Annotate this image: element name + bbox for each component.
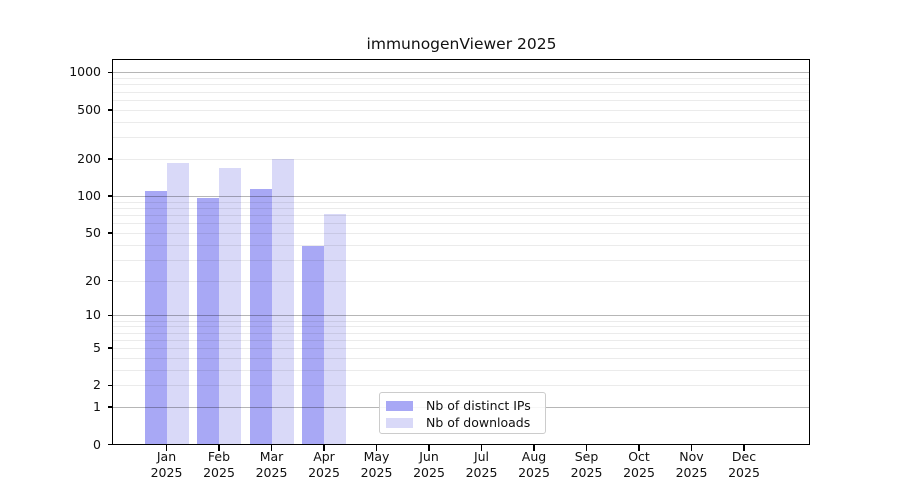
gridline-minor	[113, 332, 809, 334]
gridline-minor	[113, 259, 809, 261]
y-tick-label: 500	[77, 101, 101, 117]
x-tick-label: Oct 2025	[623, 449, 655, 480]
gridline-minor	[113, 223, 809, 225]
x-tick-label: May 2025	[360, 449, 393, 480]
legend-item-downloads: Nb of downloads	[386, 414, 538, 431]
y-tick-label: 0	[93, 436, 101, 452]
bar-downloads	[219, 167, 241, 445]
bar-distinct-ips	[302, 245, 324, 445]
gridline-minor	[113, 201, 809, 203]
x-tick	[743, 445, 745, 451]
legend-swatch-downloads	[386, 417, 413, 428]
x-tick-label: Sep 2025	[570, 449, 603, 480]
gridline-major	[113, 72, 809, 74]
x-tick	[585, 445, 588, 451]
bar-distinct-ips	[144, 190, 167, 445]
y-tick-label: 100	[77, 187, 101, 203]
x-tick	[165, 445, 168, 451]
x-tick-label: Feb 2025	[203, 449, 235, 480]
gridline-major	[113, 315, 809, 317]
y-tick	[107, 231, 113, 234]
bar-distinct-ips	[197, 198, 219, 445]
x-tick	[480, 445, 483, 451]
y-tick	[107, 195, 113, 197]
x-tick-label: Aug 2025	[518, 449, 550, 480]
y-tick-label: 50	[85, 224, 101, 240]
gridline-minor	[113, 207, 809, 209]
gridline-minor	[113, 84, 809, 86]
gridline-minor	[113, 99, 809, 101]
bar-distinct-ips	[249, 189, 272, 445]
gridline-minor	[113, 280, 809, 282]
gridline-minor	[113, 348, 809, 349]
chart-title: immunogenViewer 2025	[366, 35, 557, 53]
x-tick-label: Mar 2025	[255, 449, 288, 480]
gridline-minor	[113, 244, 809, 246]
legend: Nb of distinct IPs Nb of downloads	[379, 392, 546, 434]
x-tick	[375, 445, 378, 451]
gridline-minor	[113, 357, 809, 359]
y-tick	[107, 108, 113, 111]
gridline-minor	[113, 326, 809, 328]
x-tick	[533, 445, 535, 451]
legend-swatch-distinct-ips	[386, 400, 413, 411]
y-tick-label: 200	[77, 150, 101, 166]
gridline-minor	[113, 109, 809, 111]
y-tick-label: 1000	[69, 64, 101, 80]
y-tick	[107, 443, 113, 446]
legend-label-downloads: Nb of downloads	[426, 415, 531, 430]
x-tick-label: Jun 2025	[413, 449, 445, 480]
x-tick	[323, 445, 325, 451]
y-tick-label: 20	[85, 272, 101, 288]
x-tick	[428, 445, 430, 451]
y-tick-label: 5	[93, 340, 101, 355]
gridline-minor	[113, 121, 809, 123]
x-tick-label: Jul 2025	[465, 449, 498, 480]
plot-area	[113, 60, 809, 445]
y-tick-label: 1	[93, 399, 101, 415]
y-tick	[107, 314, 113, 317]
x-tick	[638, 445, 640, 451]
x-tick-label: Dec 2025	[728, 449, 760, 480]
gridline-minor	[113, 214, 809, 216]
x-tick	[218, 445, 220, 451]
y-tick	[107, 279, 113, 282]
x-tick	[690, 445, 693, 451]
x-tick	[270, 445, 273, 451]
gridline-minor	[113, 339, 809, 341]
y-tick-label: 2	[93, 377, 101, 393]
gridline-major	[113, 195, 809, 197]
y-tick	[107, 384, 113, 387]
y-tick	[107, 406, 113, 408]
gridline-minor	[113, 137, 809, 139]
y-tick	[107, 347, 113, 349]
bar-downloads	[324, 214, 346, 445]
x-tick-label: Nov 2025	[675, 449, 708, 480]
gridline-minor	[113, 158, 809, 160]
bar-downloads	[166, 163, 189, 445]
x-tick-label: Jan 2025	[150, 449, 183, 480]
gridline-minor	[113, 385, 809, 387]
y-tick-label: 10	[85, 307, 101, 323]
x-tick-label: Apr 2025	[308, 449, 340, 480]
y-tick	[107, 158, 113, 160]
gridline-minor	[113, 91, 809, 93]
y-tick	[107, 71, 113, 74]
legend-label-distinct-ips: Nb of distinct IPs	[426, 398, 531, 413]
legend-item-distinct-ips: Nb of distinct IPs	[386, 397, 538, 414]
gridline-minor	[113, 78, 809, 80]
gridline-minor	[113, 320, 809, 322]
gridline-minor	[113, 232, 809, 234]
gridline-minor	[113, 369, 809, 371]
bar-downloads	[271, 158, 294, 445]
